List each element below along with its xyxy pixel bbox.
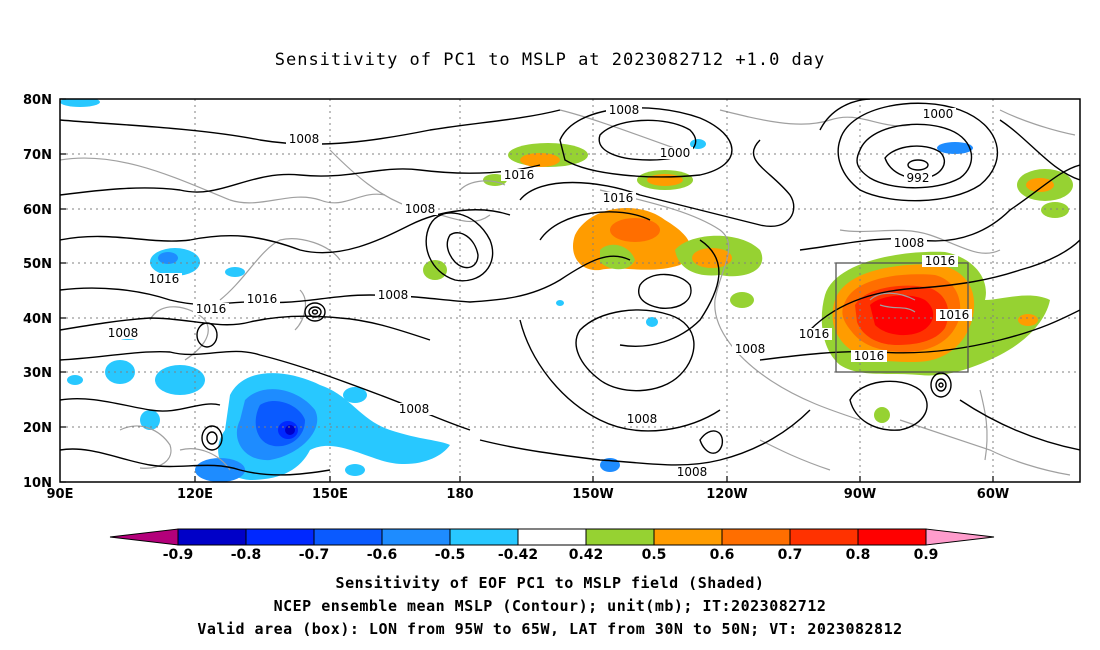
contour-label-text: 1008 <box>399 402 430 416</box>
colorbar-segment <box>789 528 859 546</box>
contour-label: 1016 <box>501 168 537 182</box>
contour-label-text: 1008 <box>735 342 766 356</box>
lon-label: 150E <box>312 487 348 502</box>
sensitivity-shading <box>60 99 1073 482</box>
page-title: Sensitivity of PC1 to MSLP at 2023082712… <box>274 50 826 70</box>
caption-line-2: NCEP ensemble mean MSLP (Contour); unit(… <box>273 597 827 615</box>
contour-label: 1008 <box>606 103 642 117</box>
contour-label-text: 1008 <box>677 465 708 479</box>
contour-label-text: 1008 <box>289 132 320 146</box>
colorbar-label: -0.42 <box>498 547 538 563</box>
contour-label-text: 1016 <box>939 308 970 322</box>
lon-label: 120W <box>706 487 747 502</box>
colorbar-label: 0.8 <box>846 547 871 563</box>
colorbar-segment <box>313 528 383 546</box>
colorbar-segment <box>653 528 723 546</box>
colorbar-label: 0.6 <box>710 547 735 563</box>
contour-label: 1008 <box>402 202 438 216</box>
contour-label-text: 1008 <box>405 202 436 216</box>
contour-label: 1008 <box>375 288 411 302</box>
caption-line-3: Valid area (box): LON from 95W to 65W, L… <box>197 620 903 638</box>
longitude-labels: 90E 120E 150E 180 150W 120W 90W 60W <box>47 487 1010 502</box>
contour-label: 1016 <box>922 254 958 268</box>
colorbar-segment <box>857 528 927 546</box>
colorbar-segment <box>585 528 655 546</box>
contour-label: 1016 <box>936 308 972 322</box>
contour-label: 1016 <box>193 302 229 316</box>
colorbar-segment <box>177 528 247 546</box>
lat-label: 20N <box>23 421 52 436</box>
latitude-labels: 80N 70N 60N 50N 40N 30N 20N 10N <box>23 93 52 491</box>
lon-label: 90E <box>47 487 74 502</box>
contour-label: 1008 <box>396 402 432 416</box>
contour-label: 1008 <box>105 326 141 340</box>
contour-label: 1008 <box>891 236 927 250</box>
colorbar-arrow-left <box>109 528 179 546</box>
lat-label: 80N <box>23 93 52 108</box>
contour-label-text: 1016 <box>925 254 956 268</box>
contour-label-text: 1016 <box>196 302 227 316</box>
contour-label-text: 1016 <box>247 292 278 306</box>
colorbar-segment <box>245 528 315 546</box>
contour-label-text: 1016 <box>504 168 535 182</box>
lat-label: 70N <box>23 148 52 163</box>
contour-label: 1016 <box>244 292 280 306</box>
contour-label: 1008 <box>624 412 660 426</box>
lon-label: 150W <box>572 487 613 502</box>
colorbar-label: 0.7 <box>778 547 803 563</box>
lon-label: 60W <box>977 487 1009 502</box>
colorbar-segment <box>721 528 791 546</box>
contour-label: 1016 <box>851 349 887 363</box>
map-frame <box>59 98 1081 483</box>
lon-label: 180 <box>446 487 473 502</box>
lon-label: 90W <box>844 487 876 502</box>
lat-label: 60N <box>23 203 52 218</box>
caption-line-1: Sensitivity of EOF PC1 to MSLP field (Sh… <box>335 574 765 592</box>
contour-label: 1016 <box>600 191 636 205</box>
colorbar-segment <box>449 528 519 546</box>
contour-label-text: 1008 <box>108 326 139 340</box>
contour-label: 992 <box>904 171 932 185</box>
contour-label: 1008 <box>286 132 322 146</box>
contour-label-text: 1000 <box>660 146 691 160</box>
lat-label: 30N <box>23 366 52 381</box>
contour-label-text: 1008 <box>609 103 640 117</box>
contour-label-text: 1008 <box>894 236 925 250</box>
contour-label-text: 1008 <box>378 288 409 302</box>
colorbar-label: -0.7 <box>299 547 330 563</box>
colorbar-label: -0.9 <box>163 547 194 563</box>
axis-ticks <box>60 98 994 483</box>
contour-label: 1008 <box>674 465 710 479</box>
colorbar-label: 0.5 <box>642 547 667 563</box>
contour-label: 1000 <box>657 146 693 160</box>
contour-label-text: 1016 <box>799 327 830 341</box>
contour-label-text: 1016 <box>149 272 180 286</box>
contour-label-text: 1000 <box>923 107 954 121</box>
colorbar-arrow-right <box>925 528 995 546</box>
colorbar-label: 0.42 <box>569 547 604 563</box>
contour-label: 1000 <box>920 107 956 121</box>
lat-label: 10N <box>23 476 52 491</box>
contour-label-text: 1008 <box>627 412 658 426</box>
colorbar-label: -0.8 <box>231 547 262 563</box>
contour-label: 1016 <box>796 327 832 341</box>
colorbar-segment <box>381 528 451 546</box>
lat-label: 50N <box>23 257 52 272</box>
colorbar-segment <box>517 528 587 546</box>
contour-label: 1016 <box>146 272 182 286</box>
contour-label-text: 1016 <box>854 349 885 363</box>
contour-label-text: 1016 <box>603 191 634 205</box>
colorbar-label: -0.5 <box>435 547 466 563</box>
colorbar-label: 0.9 <box>914 547 939 563</box>
grid-lines <box>60 99 1080 482</box>
lat-label: 40N <box>23 312 52 327</box>
colorbar: -0.9 -0.8 -0.7 -0.6 -0.5 -0.42 0.42 0.5 0.6 0.7 0.… <box>109 528 995 563</box>
contour-label-text: 992 <box>907 171 930 185</box>
colorbar-label: -0.6 <box>367 547 398 563</box>
lon-label: 120E <box>177 487 213 502</box>
contour-label: 1008 <box>732 342 768 356</box>
